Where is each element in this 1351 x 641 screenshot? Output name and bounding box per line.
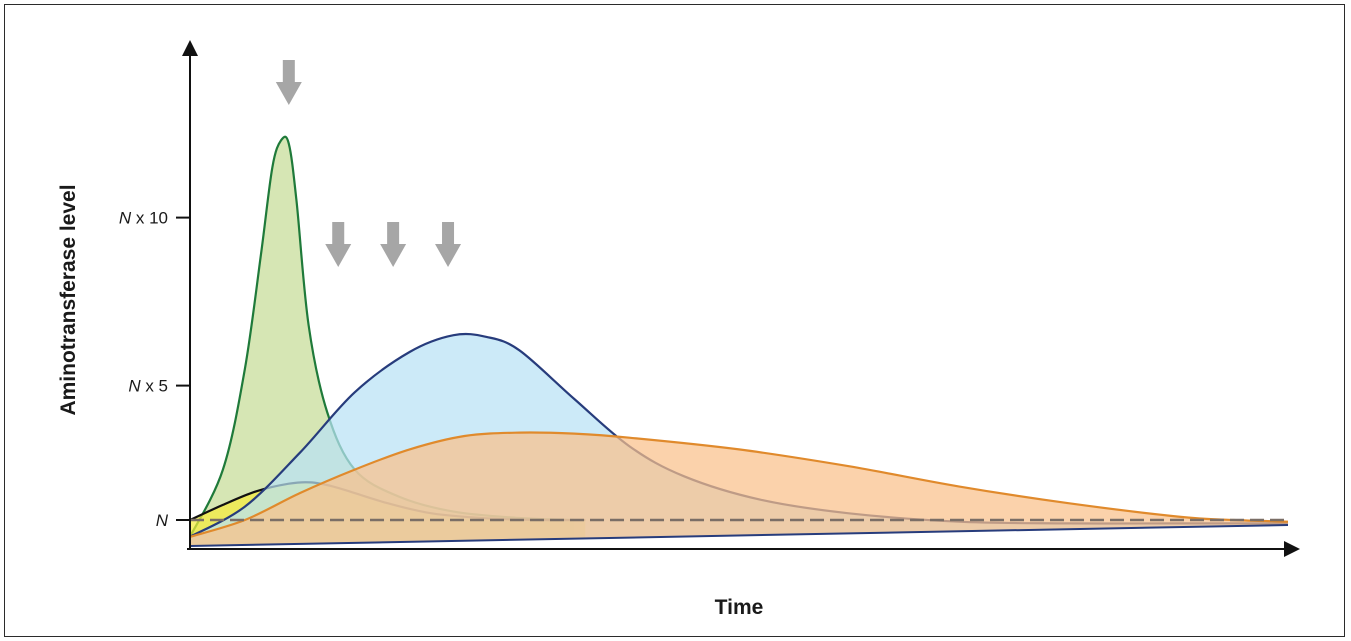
series-layer — [189, 135, 1289, 547]
down-arrow-icon — [325, 222, 352, 267]
y-tick-label: N x 10 — [119, 209, 168, 228]
baseline-curve — [189, 524, 1289, 547]
figure-frame — [4, 4, 1345, 637]
y-ticks: N N x 5 N x 10 — [119, 209, 190, 530]
series-orange-line — [189, 431, 1289, 538]
x-axis-title: Time — [715, 596, 764, 619]
down-arrow-icon — [275, 60, 302, 105]
series-orange-area — [190, 432, 1288, 546]
series-green-area — [190, 136, 575, 547]
down-arrow-icon — [435, 222, 462, 267]
y-tick-label: N — [156, 511, 169, 530]
y-axis-title: Aminotransferase level — [57, 184, 80, 415]
time-markers — [275, 60, 462, 267]
y-tick-label: N x 5 — [128, 377, 168, 396]
down-arrow-icon — [380, 222, 407, 267]
x-axis-arrowhead — [1284, 541, 1300, 557]
y-axis-arrowhead — [182, 40, 198, 56]
